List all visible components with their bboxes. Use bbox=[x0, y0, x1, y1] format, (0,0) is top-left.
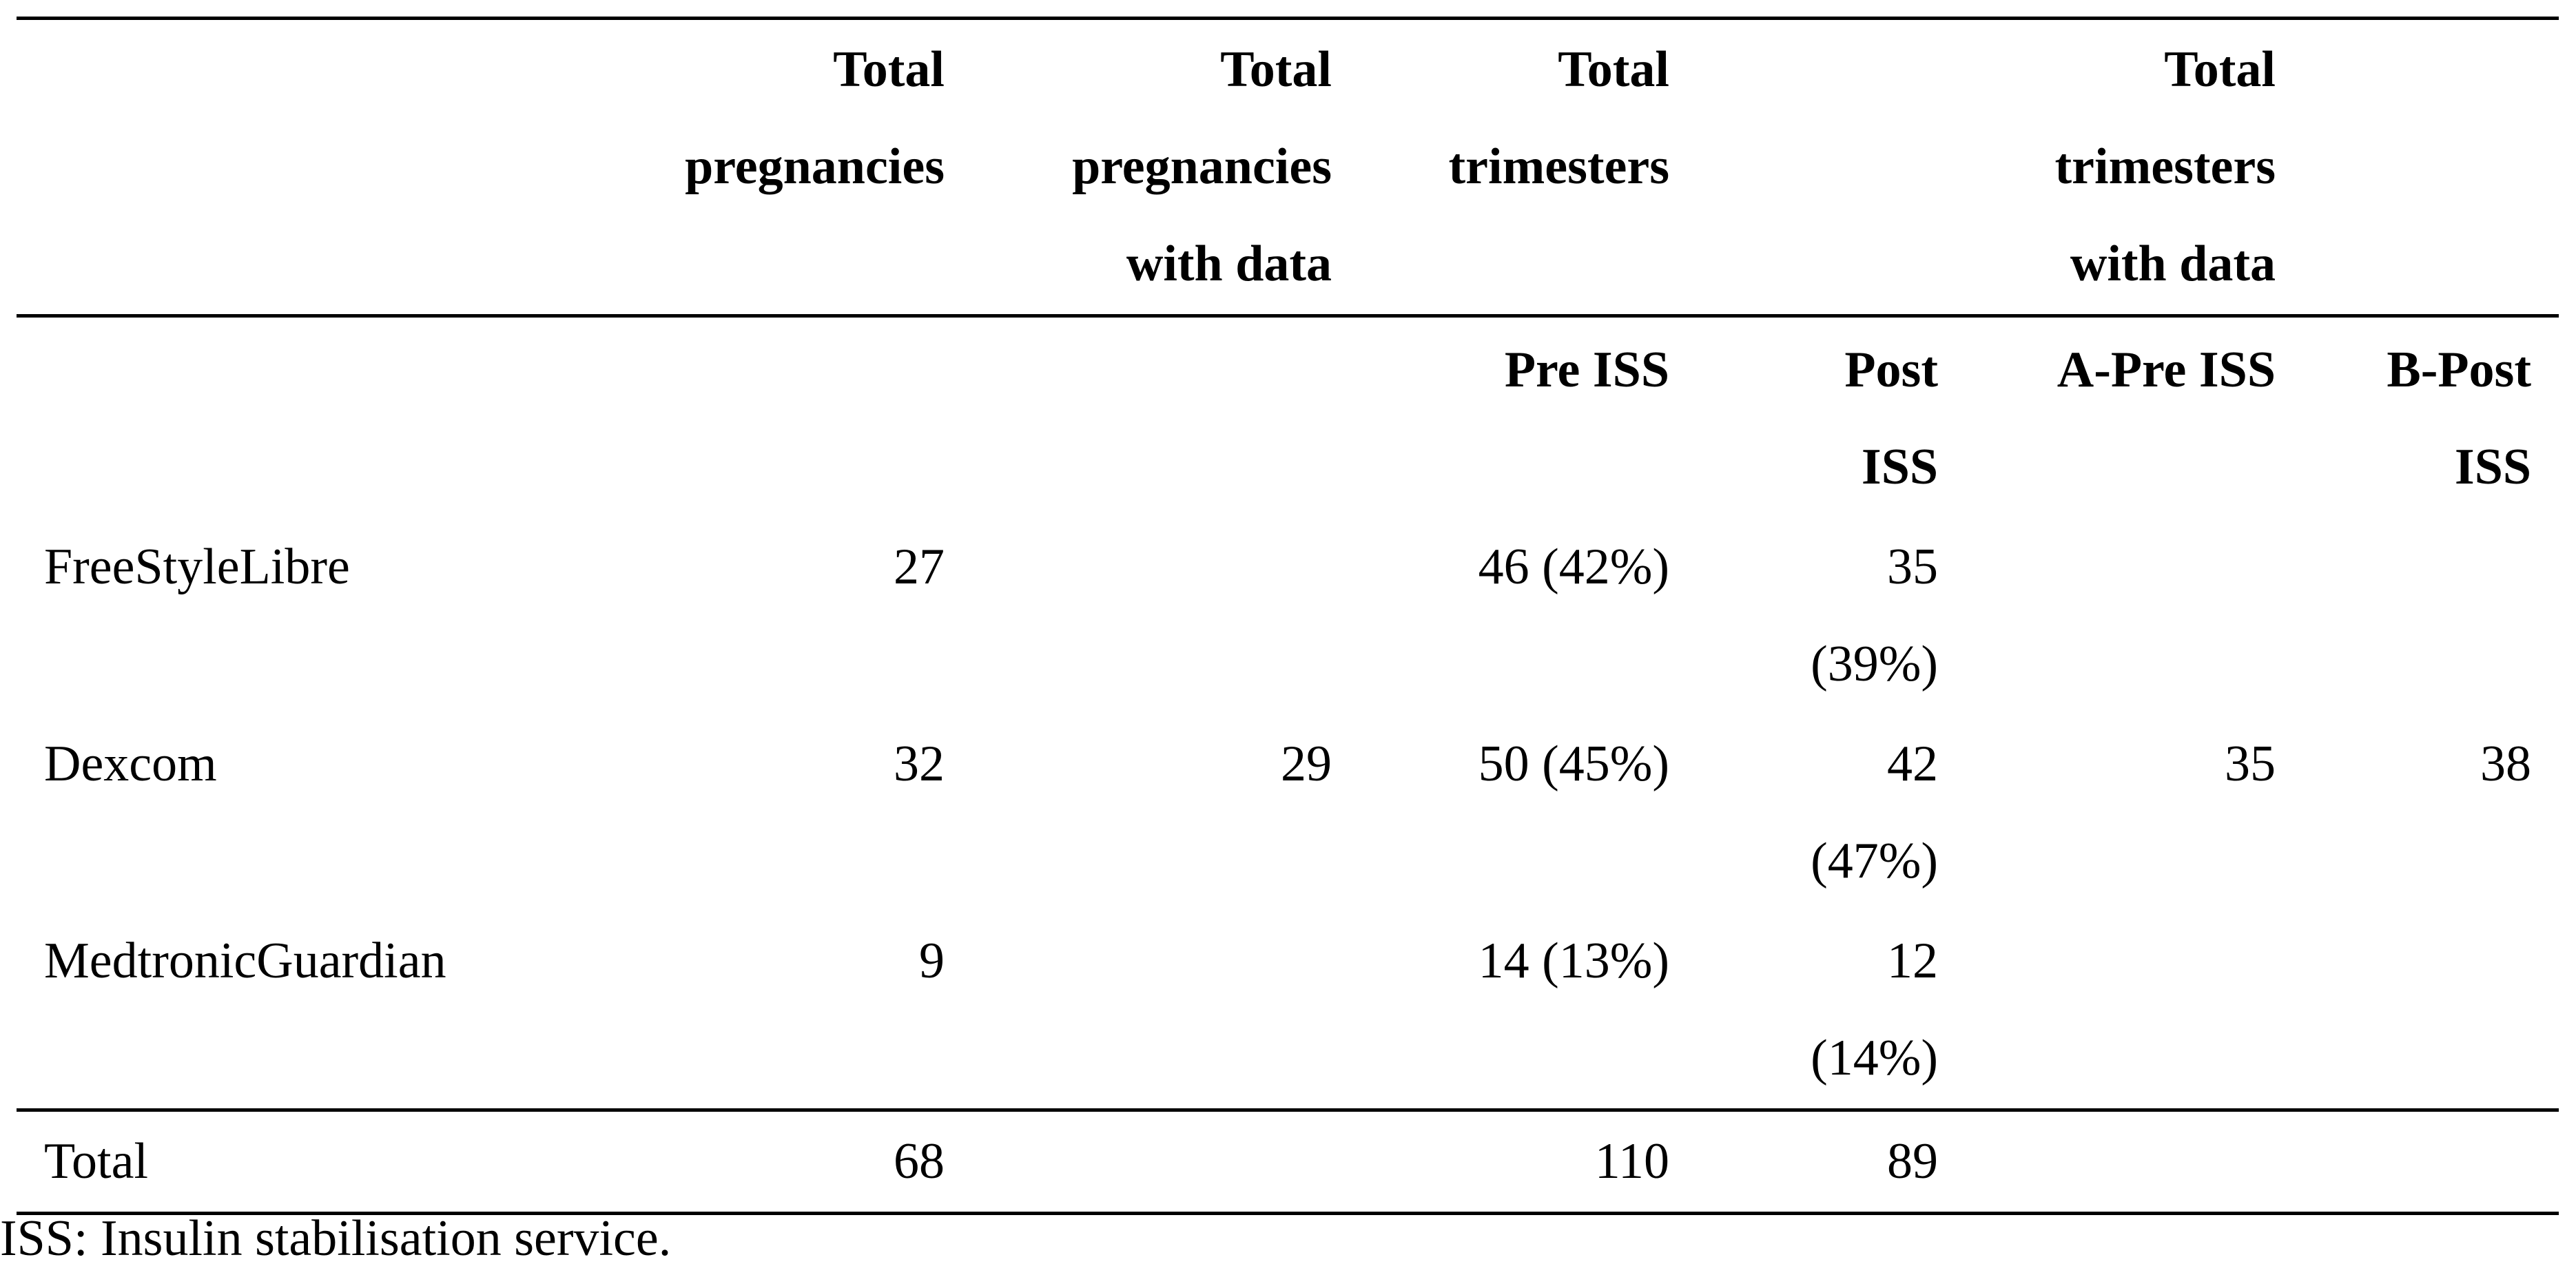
table-cell: 35 (39%) bbox=[1811, 539, 1938, 692]
subheader-row: Pre ISS Post ISS A-Pre ISS B-Post ISS bbox=[17, 316, 2559, 518]
table-cell: 35 bbox=[2225, 736, 2276, 792]
table-cell bbox=[1966, 1108, 2303, 1215]
table-cell bbox=[2303, 517, 2559, 714]
table-cell: 12 (14%) bbox=[1811, 933, 1938, 1086]
table-cell: 50 (45%) bbox=[1478, 736, 1669, 792]
table-cell: Pre ISS bbox=[1504, 342, 1669, 398]
table-cell: 46 (42%) bbox=[1478, 539, 1669, 595]
table-cell: Total bbox=[17, 1108, 568, 1215]
table-cell: MedtronicGuardian bbox=[44, 933, 446, 989]
table-cell bbox=[1966, 911, 2303, 1110]
table-cell: Total trimesters bbox=[1359, 17, 1697, 318]
table-cell: 110 bbox=[1359, 1108, 1697, 1215]
table-cell bbox=[1697, 17, 1966, 318]
table-cell: Dexcom bbox=[44, 736, 217, 792]
table-cell: Post ISS bbox=[1844, 342, 1938, 495]
table-cell bbox=[568, 316, 972, 518]
table-cell bbox=[972, 316, 1359, 518]
table-cell bbox=[17, 17, 568, 318]
table-body: Total pregnancies Total pregnancies with … bbox=[17, 17, 2559, 1215]
table-cell bbox=[972, 1108, 1359, 1215]
table-cell: 29 bbox=[1281, 736, 1332, 792]
table-cell bbox=[1966, 517, 2303, 714]
data-row: Dexcom 32 29 50 (45%) 42 (47%) 35 38 bbox=[17, 714, 2559, 911]
table-cell: 38 bbox=[2480, 736, 2531, 792]
table-cell bbox=[972, 517, 1359, 714]
table-cell: 32 bbox=[894, 736, 945, 792]
table-cell: B-Post ISS bbox=[2387, 342, 2531, 495]
table-cell bbox=[2303, 1108, 2559, 1215]
table-cell: 14 (13%) bbox=[1478, 933, 1669, 989]
table-cell bbox=[2303, 17, 2559, 318]
table-cell: Total pregnancies with data bbox=[972, 17, 1359, 318]
table-cell bbox=[2303, 911, 2559, 1110]
header-row: Total pregnancies Total pregnancies with … bbox=[17, 17, 2559, 318]
table-cell bbox=[972, 911, 1359, 1110]
data-row: MedtronicGuardian 9 14 (13%) 12 (14%) bbox=[17, 911, 2559, 1110]
table-cell: 68 bbox=[568, 1108, 972, 1215]
table-cell: 89 bbox=[1697, 1108, 1966, 1215]
table-cell: 9 bbox=[919, 933, 945, 989]
table-cell: Total trimesters with data bbox=[1966, 17, 2303, 318]
data-row: FreeStyleLibre 27 46 (42%) 35 (39%) bbox=[17, 517, 2559, 714]
table-cell: Total pregnancies bbox=[568, 17, 972, 318]
total-row: Total 68 110 89 bbox=[17, 1108, 2559, 1215]
table-cell: 27 bbox=[894, 539, 945, 595]
data-table: Total pregnancies Total pregnancies with … bbox=[17, 17, 2559, 1215]
table-cell: 42 (47%) bbox=[1811, 736, 1938, 889]
table-cell bbox=[17, 316, 568, 518]
footnote: ISS: Insulin stabilisation service. bbox=[0, 1210, 672, 1267]
table-cell: A-Pre ISS bbox=[2057, 342, 2276, 398]
table-cell: FreeStyleLibre bbox=[44, 539, 350, 595]
